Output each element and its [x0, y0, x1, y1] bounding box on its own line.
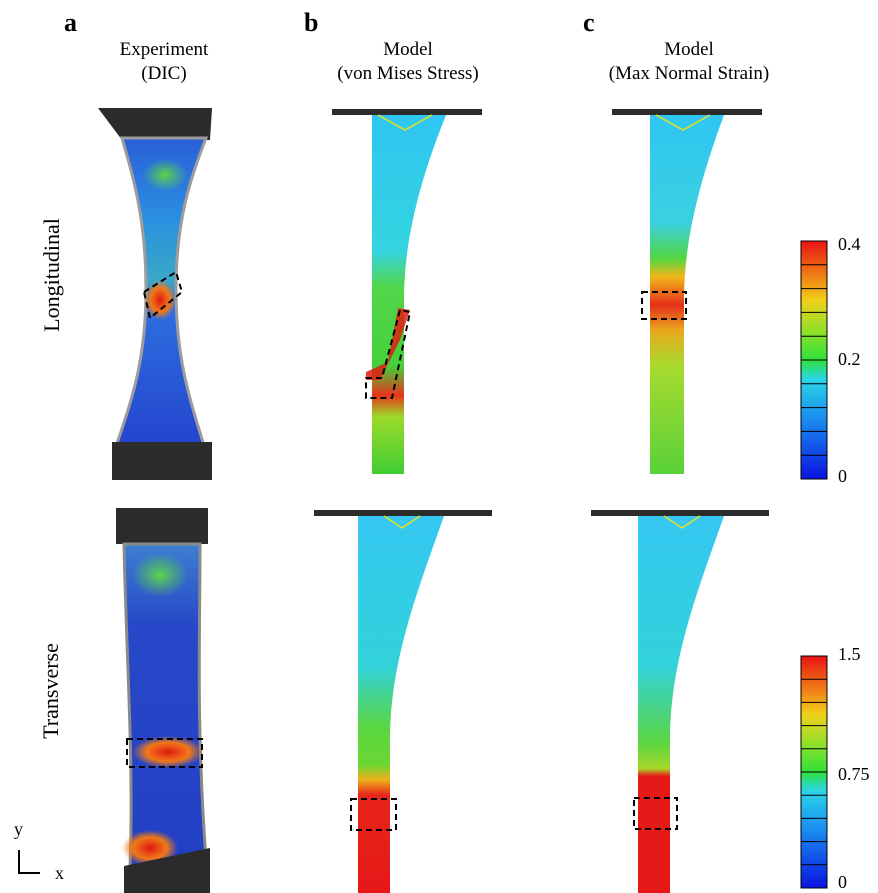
- colorbar-ticks: [801, 678, 827, 866]
- failure-box: [365, 308, 412, 399]
- axis-lines: [18, 850, 40, 874]
- column-title-c-line1: Model: [664, 39, 714, 60]
- hotspot: [366, 308, 410, 380]
- colorbar1-tick-mid: 0.2: [838, 349, 861, 369]
- failure-box: [126, 738, 203, 768]
- axis-label-x: x: [55, 863, 64, 883]
- colorbar-longitudinal: [800, 240, 828, 480]
- boundary-marker: [383, 515, 421, 529]
- column-title-a: Experiment (DIC): [54, 38, 274, 86]
- strain-hotspot: [132, 736, 204, 768]
- column-title-b: Model (von Mises Stress): [298, 38, 518, 86]
- model-maxstrain-longitudinal: [612, 109, 762, 474]
- model-shape: [358, 516, 444, 893]
- strain-hotspot: [144, 280, 176, 320]
- failure-box: [633, 797, 678, 830]
- strain-spot: [132, 553, 188, 597]
- model-shape: [372, 115, 446, 474]
- panel-letter-c: c: [583, 8, 595, 37]
- colorbar2-tick-mid: 0.75: [838, 764, 870, 784]
- boundary-marker: [655, 114, 711, 131]
- dic-specimen-longitudinal: [98, 108, 212, 480]
- column-title-c: Model (Max Normal Strain): [579, 38, 799, 86]
- fixture-bar: [612, 109, 762, 115]
- colorbar-transverse: [800, 655, 828, 889]
- fixture-bar: [332, 109, 482, 115]
- strain-spot: [143, 159, 187, 191]
- failure-box: [641, 291, 687, 320]
- column-title-c-line2: (Max Normal Strain): [608, 63, 770, 84]
- panel-letter-a: a: [64, 8, 77, 37]
- boundary-marker: [663, 515, 701, 529]
- column-title-b-line1: Model: [383, 39, 433, 60]
- model-maxstrain-transverse: [591, 510, 769, 893]
- model-vonmises-transverse: [314, 510, 492, 893]
- strain-hotspot-lower: [122, 830, 178, 866]
- model-vonmises-longitudinal: [332, 109, 482, 474]
- failure-box: [142, 270, 184, 320]
- lower-grip: [124, 848, 210, 893]
- boundary-marker: [377, 114, 433, 131]
- axis-indicator: y x: [14, 819, 64, 883]
- colorbar1-tick-max: 0.4: [838, 234, 861, 254]
- fixture-bar: [591, 510, 769, 516]
- column-title-b-line2: (von Mises Stress): [337, 63, 479, 84]
- fixture-bar: [314, 510, 492, 516]
- column-title-a-line1: Experiment: [119, 39, 209, 60]
- panel-letter-b: b: [304, 8, 319, 37]
- upper-grip: [116, 508, 208, 544]
- lower-grip: [112, 442, 212, 480]
- model-shape: [638, 516, 724, 893]
- dic-specimen-transverse: [116, 508, 210, 893]
- colorbar-ticks: [801, 264, 827, 456]
- axis-label-y: y: [14, 819, 23, 839]
- colorbar2-tick-min: 0: [838, 872, 847, 892]
- failure-box: [350, 798, 397, 831]
- colorbar1-tick-min: 0: [838, 466, 847, 486]
- colorbar2-tick-max: 1.5: [838, 644, 861, 664]
- model-shape: [650, 115, 724, 474]
- column-title-a-line2: (DIC): [141, 63, 187, 84]
- upper-grip: [98, 108, 212, 140]
